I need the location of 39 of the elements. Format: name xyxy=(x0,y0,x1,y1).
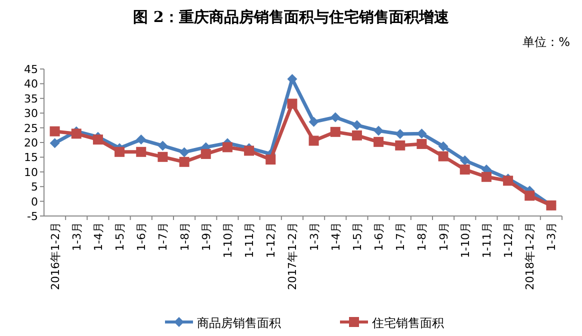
x-tick-label: 1-12月 xyxy=(264,222,278,258)
y-tick-label: 15 xyxy=(24,151,38,164)
y-tick-label: 45 xyxy=(24,63,38,76)
x-tick-label: 1-5月 xyxy=(114,222,127,251)
x-tick-label: 1-11月 xyxy=(480,222,494,258)
y-tick-label: -5 xyxy=(27,210,38,223)
x-tick-label: 1-8月 xyxy=(178,222,192,251)
y-tick-label: 10 xyxy=(24,166,38,179)
x-tick-label: 1-10月 xyxy=(458,222,472,258)
x-tick-label: 1-7月 xyxy=(156,222,170,251)
y-tick-label: 40 xyxy=(24,78,38,91)
y-tick-label: 30 xyxy=(24,107,38,120)
x-tick-label: 1-9月 xyxy=(200,222,213,251)
legend-label: 住宅销售面积 xyxy=(371,316,444,330)
y-tick-label: 35 xyxy=(24,92,38,106)
legend-label: 商品房销售面积 xyxy=(197,316,281,330)
x-tick-label: 1-5月 xyxy=(350,222,364,251)
x-tick-label: 2018年1-2月 xyxy=(524,222,537,290)
x-tick-label: 2016年1-2月 xyxy=(48,222,62,290)
x-tick-label: 1-8月 xyxy=(416,222,429,251)
x-tick-label: 1-4月 xyxy=(329,222,342,251)
x-tick-label: 1-6月 xyxy=(135,222,148,251)
x-tick-label: 1-12月 xyxy=(502,222,516,258)
x-tick-label: 1-3月 xyxy=(308,222,321,251)
x-tick-label: 1-3月 xyxy=(70,222,84,251)
x-tick-label: 1-11月 xyxy=(243,222,256,258)
chart-title: 图 2：重庆商品房销售面积与住宅销售面积增速 xyxy=(133,8,450,26)
x-tick-label: 1-3月 xyxy=(545,222,558,251)
y-tick-label: 0 xyxy=(31,195,38,208)
y-tick-label: 20 xyxy=(24,136,38,150)
x-tick-label: 1-10月 xyxy=(221,222,234,258)
x-tick-label: 2017年1-2月 xyxy=(286,222,300,290)
y-tick-label: 25 xyxy=(24,122,38,135)
text: 单位：% xyxy=(522,35,570,49)
x-tick-label: 1-6月 xyxy=(372,222,386,251)
x-tick-label: 1-7月 xyxy=(394,222,408,251)
x-tick-label: 1-9月 xyxy=(437,222,450,251)
x-tick-label: 1-4月 xyxy=(92,222,105,251)
y-tick-label: 5 xyxy=(31,180,38,194)
